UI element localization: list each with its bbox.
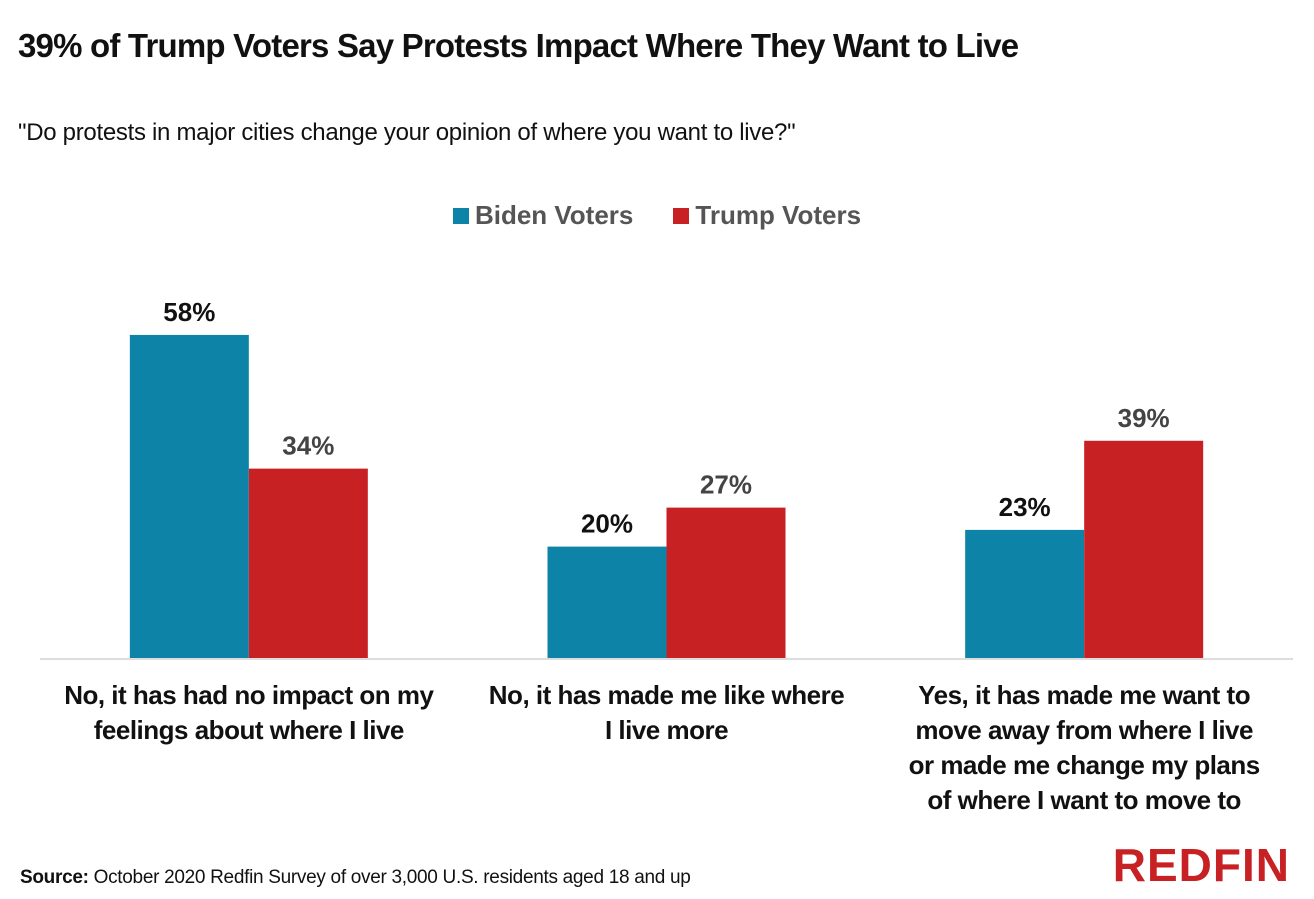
data-label-biden-2: 20% (581, 509, 633, 539)
chart-title: 39% of Trump Voters Say Protests Impact … (18, 27, 1019, 64)
data-label-biden-3: 23% (999, 492, 1051, 522)
data-label-trump-1: 34% (282, 431, 334, 461)
category-label-3-line-3: or made me change my plans (909, 750, 1260, 780)
category-label-2-line-1: No, it has made me like where (489, 680, 844, 710)
legend-label-trump: Trump Voters (695, 200, 862, 230)
legend-swatch-biden (452, 207, 469, 224)
bar-trump-1 (248, 468, 368, 658)
chart-subtitle: "Do protests in major cities change your… (18, 119, 796, 146)
category-label-2-line-2: I live more (605, 715, 728, 745)
legend-swatch-trump (673, 207, 690, 224)
bar-trump-3 (1084, 440, 1204, 658)
data-label-trump-2: 27% (700, 470, 752, 500)
legend-item-trump: Trump Voters (673, 200, 861, 231)
legend: Biden Voters Trump Voters (0, 200, 1314, 231)
category-label-3-line-2: move away from where I live (915, 715, 1253, 745)
bar-biden-3 (965, 529, 1085, 658)
source-note: Source: October 2020 Redfin Survey of ov… (20, 867, 691, 889)
category-label-1-line-2: feelings about where I live (94, 715, 404, 745)
bar-biden-2 (547, 546, 667, 658)
legend-item-biden: Biden Voters (452, 200, 634, 231)
category-label-1-line-1: No, it has had no impact on my (64, 680, 434, 710)
bar-biden-1 (129, 334, 249, 658)
category-label-3-line-4: of where I want to move to (927, 785, 1240, 815)
redfin-logo: REDFIN (1112, 839, 1290, 891)
bar-trump-2 (666, 507, 786, 658)
data-label-biden-1: 58% (163, 297, 215, 327)
source-label: Source: (20, 867, 89, 888)
data-label-trump-3: 39% (1118, 403, 1170, 433)
category-label-3-line-1: Yes, it has made me want to (918, 680, 1250, 710)
legend-label-biden: Biden Voters (474, 200, 634, 230)
source-text: October 2020 Redfin Survey of over 3,000… (93, 867, 691, 888)
